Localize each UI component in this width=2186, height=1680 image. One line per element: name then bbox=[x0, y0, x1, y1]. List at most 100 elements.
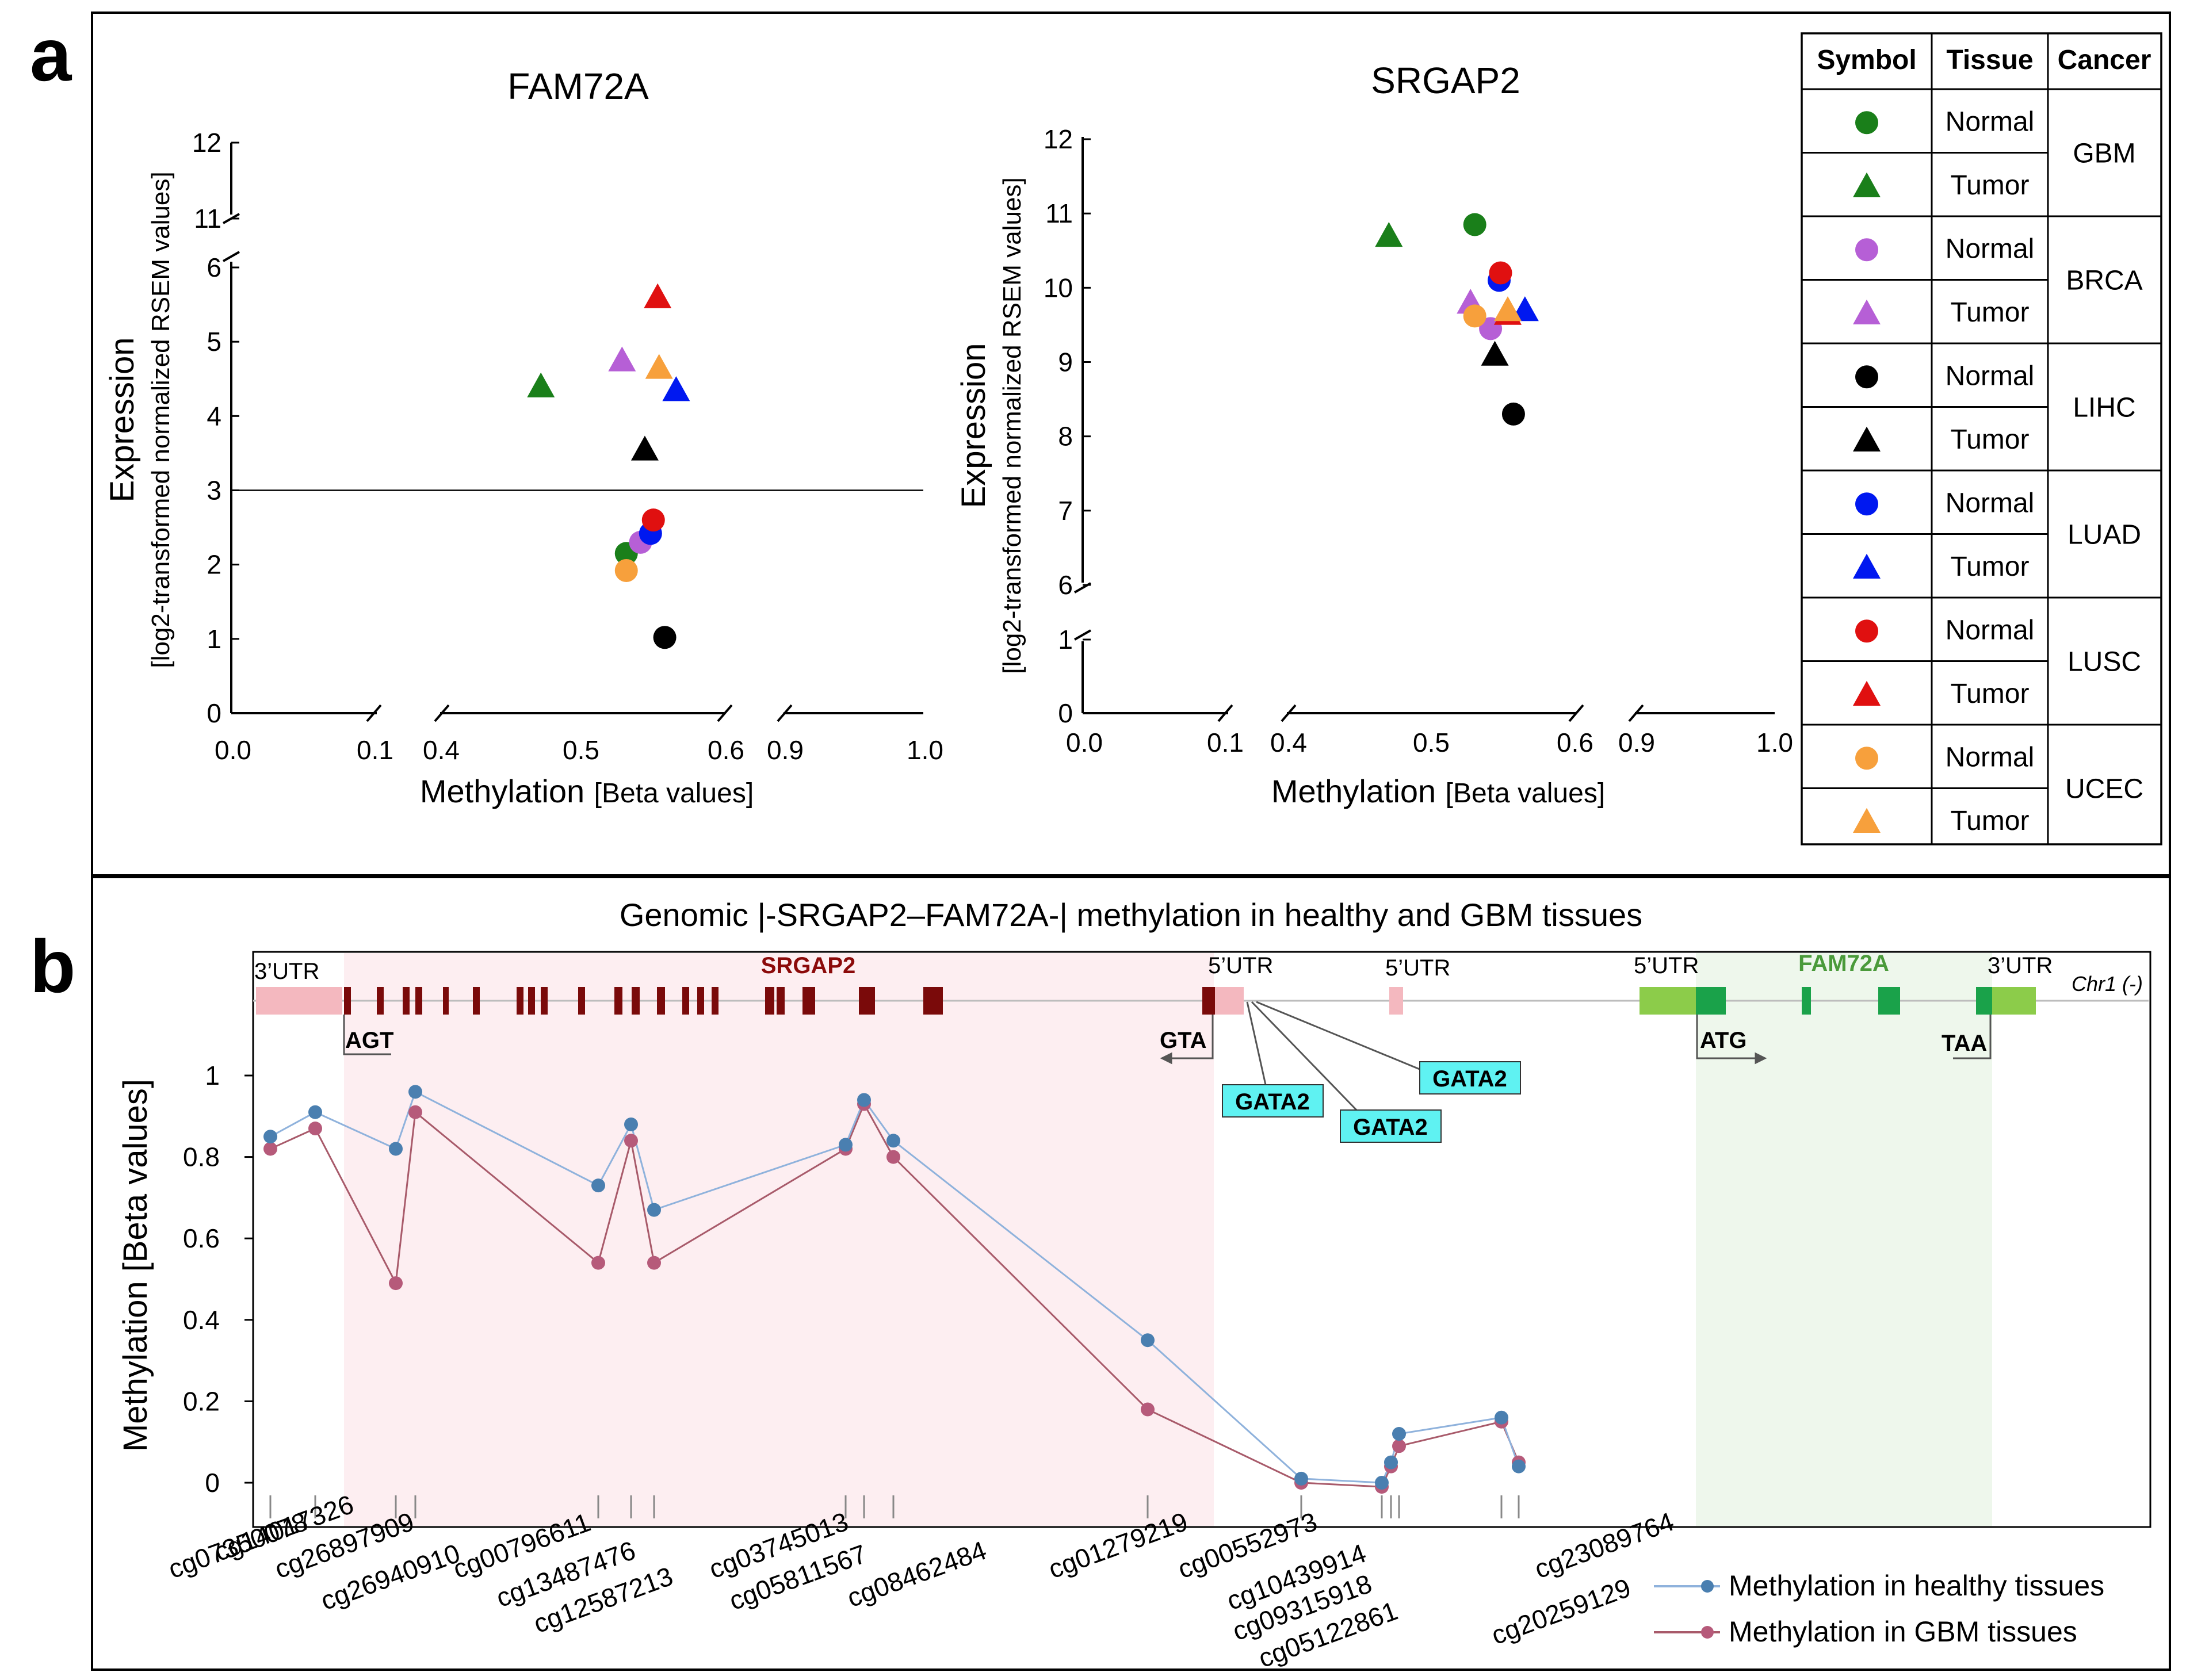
srgap2-exon bbox=[802, 987, 815, 1015]
methylation-plot-frame bbox=[252, 951, 2151, 1528]
legend-cancer-label: BRCA bbox=[2066, 266, 2142, 296]
legend-gbm-marker bbox=[1701, 1626, 1714, 1639]
legend-symbol-ucec-normal bbox=[1855, 747, 1878, 770]
methylation-point-healthy bbox=[624, 1117, 638, 1131]
taa-label: TAA bbox=[1942, 1031, 1987, 1056]
fam72a-point-lihc-tumor bbox=[630, 435, 659, 461]
fam72a-x-tick-label: 0.0 bbox=[215, 735, 251, 765]
srgap2-gene-label: SRGAP2 bbox=[761, 953, 856, 978]
srgap2-x-tick-labels: 0.0 0.1 0.4 0.5 0.6 0.9 1.0 bbox=[1066, 728, 1793, 757]
fam72a-y-tick-label: 12 bbox=[192, 128, 221, 158]
legend-symbol-lihc-tumor bbox=[1853, 426, 1881, 451]
gata2-connector bbox=[1246, 1001, 1267, 1085]
srgap2-exon bbox=[473, 987, 480, 1015]
fam72a-point-brca-tumor bbox=[608, 346, 636, 372]
fam72a-x-tick-label: 0.1 bbox=[357, 735, 393, 765]
srgap2-x-break-mark bbox=[1217, 704, 1233, 722]
methylation-point-healthy bbox=[886, 1134, 900, 1148]
legend-symbol-luad-tumor bbox=[1853, 553, 1881, 579]
fam72a-x-break-mark bbox=[366, 704, 382, 722]
srgap2-point-ucec-normal bbox=[1463, 304, 1486, 328]
legend-cancer-label: LIHC bbox=[2073, 393, 2135, 423]
methylation-point-healthy bbox=[263, 1130, 277, 1144]
srgap2-point-gbm-normal bbox=[1463, 213, 1486, 236]
srgap2-3utr-block bbox=[256, 987, 342, 1015]
legend-tissue-label: Normal bbox=[1946, 234, 2035, 264]
methylation-point-healthy bbox=[1141, 1333, 1155, 1348]
methylation-y-ticks: 0 0.2 0.4 0.6 0.8 1 bbox=[183, 1061, 253, 1498]
fam72a-y-label-main: Expression bbox=[104, 338, 141, 503]
srgap2-y-tick-label: 9 bbox=[1058, 347, 1073, 377]
fam72a-gene-region bbox=[1696, 953, 1992, 1526]
methylation-y-tick-label: 0.8 bbox=[183, 1142, 220, 1172]
fam72a-exons bbox=[1696, 987, 1992, 1015]
srgap2-exon bbox=[712, 987, 719, 1015]
legend-tissue-label: Tumor bbox=[1951, 170, 2030, 201]
methylation-point-gbm bbox=[308, 1122, 322, 1136]
srgap2-5utr-block bbox=[1214, 987, 1244, 1015]
legend-rows: Normal Tumor GBM Normal Tumor BRCA Normal Tumor… bbox=[1802, 106, 2161, 836]
srgap2-exon bbox=[923, 987, 943, 1015]
gata2-connector bbox=[1251, 1001, 1359, 1112]
srgap2-exon bbox=[777, 987, 785, 1015]
probe-label: cg08462484 bbox=[843, 1535, 991, 1613]
legend-symbol-lusc-normal bbox=[1855, 619, 1878, 643]
gta-marker bbox=[1168, 1015, 1214, 1059]
utr-label: 5’UTR bbox=[1634, 953, 1699, 978]
srgap2-x-break-mark bbox=[1281, 704, 1297, 722]
srgap2-y-tick-label: 1 bbox=[1058, 625, 1073, 655]
srgap2-exon bbox=[377, 987, 384, 1015]
legend-tissue-label: Normal bbox=[1946, 106, 2035, 137]
codon-labels: AGT GTA ATG TAA bbox=[345, 1028, 1987, 1056]
methylation-point-healthy bbox=[1495, 1410, 1508, 1425]
fam72a-point-ucec-tumor bbox=[645, 354, 673, 379]
legend-header-tissue: Tissue bbox=[1946, 45, 2033, 75]
legend-symbol-lihc-normal bbox=[1855, 365, 1878, 389]
srgap2-y-label-main: Expression bbox=[955, 343, 992, 508]
panel-b-frame bbox=[91, 876, 2171, 1671]
fam72a-x-axis-label: Methylation [Beta values] bbox=[420, 773, 754, 809]
legend-cancer-label: GBM bbox=[2073, 139, 2135, 169]
fam72a-x-tick-label: 0.9 bbox=[767, 735, 804, 765]
srgap2-exon bbox=[632, 987, 640, 1015]
legend-healthy-marker bbox=[1701, 1580, 1714, 1593]
utr-labels: 3’UTR 5’UTR 5’UTR 5’UTR 3’UTR bbox=[254, 953, 2053, 984]
fam72a-point-lihc-normal bbox=[653, 626, 677, 649]
srgap2-exon bbox=[528, 987, 535, 1015]
gta-label: GTA bbox=[1160, 1028, 1206, 1053]
srgap2-exon bbox=[614, 987, 622, 1015]
gta-arrowhead bbox=[1160, 1052, 1172, 1065]
legend-table-border bbox=[1801, 32, 2162, 845]
methylation-y-tick-label: 0.4 bbox=[183, 1305, 220, 1335]
srgap2-x-break-mark bbox=[1568, 704, 1584, 722]
srgap2-y-tick-label: 11 bbox=[1045, 198, 1073, 228]
srgap2-y-axis-label: Expression [log2-transformed normalized … bbox=[955, 177, 1026, 673]
srgap2-exon bbox=[1202, 987, 1215, 1015]
utr-label: 5’UTR bbox=[1208, 953, 1273, 978]
fam72a-y-break-mark bbox=[223, 251, 240, 262]
gata2-connector bbox=[1256, 1001, 1424, 1072]
panel-b-title: Genomic |-SRGAP2–FAM72A-| methylation in… bbox=[620, 897, 1642, 933]
legend-tissue-label: Normal bbox=[1946, 488, 2035, 518]
methylation-legend: Methylation in healthy tissues Methylati… bbox=[1654, 1570, 2104, 1648]
methylation-point-healthy bbox=[1294, 1471, 1308, 1486]
legend-tissue-label: Normal bbox=[1946, 742, 2035, 772]
gata2-label: GATA2 bbox=[1235, 1089, 1310, 1115]
legend-symbol-gbm-tumor bbox=[1853, 172, 1881, 197]
legend-symbol-lusc-tumor bbox=[1853, 680, 1881, 706]
legend-tissue-label: Tumor bbox=[1951, 806, 2030, 836]
methylation-point-healthy bbox=[389, 1142, 403, 1156]
srgap2-exon bbox=[344, 987, 351, 1015]
srgap2-y-ticks: 0 1 6 7 8 9 10 11 12 bbox=[1044, 124, 1091, 728]
methylation-point-healthy bbox=[1392, 1427, 1406, 1441]
utr-label: 3’UTR bbox=[254, 959, 319, 984]
srgap2-y-tick-label: 10 bbox=[1044, 273, 1073, 303]
legend-symbol-ucec-tumor bbox=[1853, 808, 1881, 833]
srgap2-x-tick-label: 0.1 bbox=[1207, 728, 1244, 757]
srgap2-x-label-main: Methylation bbox=[1271, 773, 1436, 809]
fam72a-y-tick-label: 1 bbox=[207, 624, 221, 654]
fam72a-x-tick-label: 1.0 bbox=[907, 735, 943, 765]
methylation-point-healthy bbox=[647, 1203, 661, 1217]
legend-symbol-brca-tumor bbox=[1853, 299, 1881, 324]
